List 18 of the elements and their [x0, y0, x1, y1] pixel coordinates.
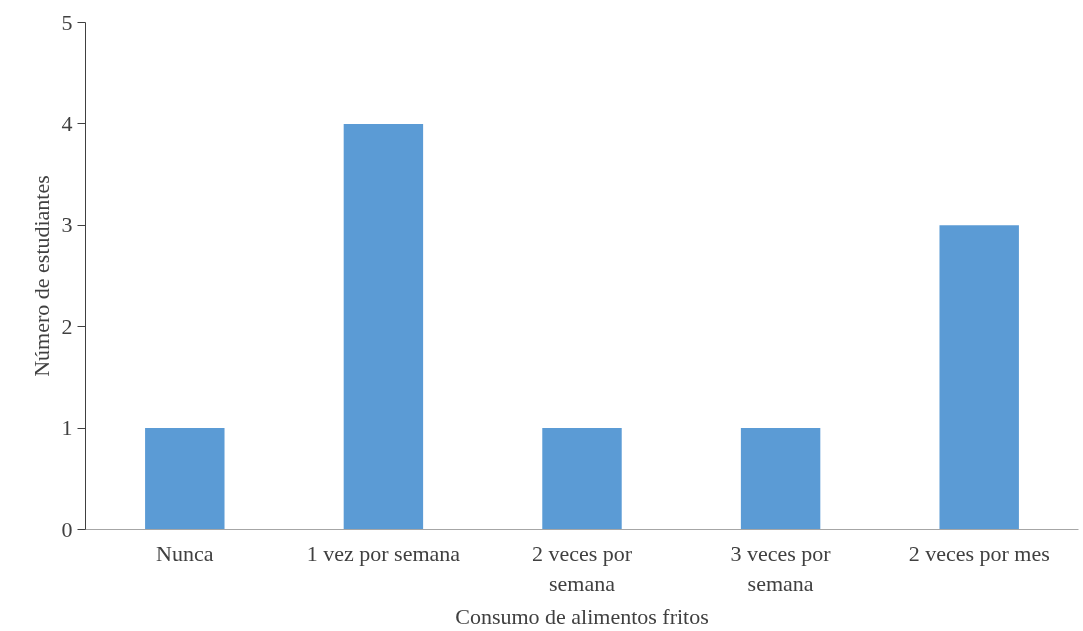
y-tick-label: 2	[61, 313, 73, 339]
y-tick-label: 1	[61, 415, 73, 441]
x-tick-label: 2 veces por mes	[908, 540, 1050, 566]
y-tick-label: 0	[61, 516, 73, 542]
x-tick-label: 1 vez por semana	[306, 540, 461, 566]
bar	[939, 225, 1019, 530]
bar	[542, 428, 622, 530]
bar	[740, 428, 821, 530]
x-tick-label: Nunca	[156, 540, 214, 566]
bar	[145, 428, 225, 530]
bar	[343, 123, 424, 530]
y-tick-label: 5	[61, 9, 73, 35]
x-tick-label: 3 veces por semana	[730, 540, 832, 596]
x-tick-label: 2 veces por semana	[531, 540, 633, 596]
y-tick-label: 3	[61, 212, 73, 238]
y-tick-label: 4	[61, 110, 73, 136]
y-axis-title: Número de estudiantes	[28, 175, 54, 377]
x-axis-title: Consumo de alimentos fritos	[455, 603, 709, 629]
